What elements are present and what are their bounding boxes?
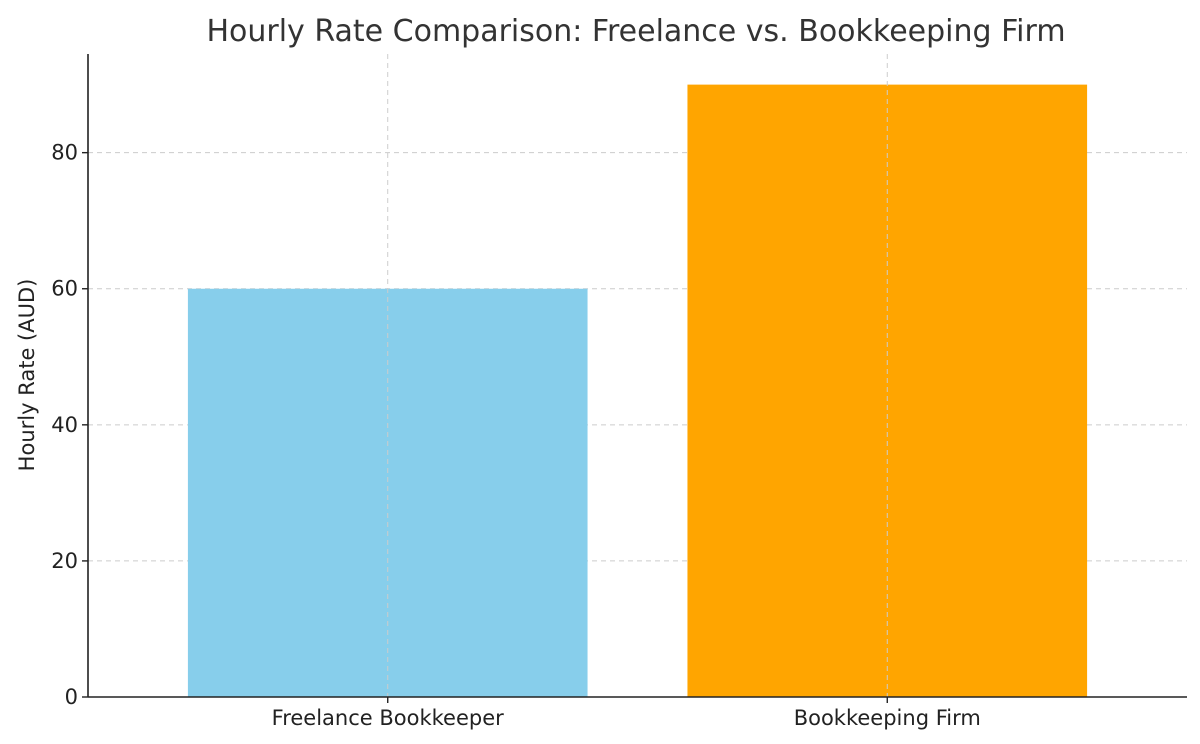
bars <box>187 84 1088 698</box>
y-tick-label: 20 <box>51 549 78 573</box>
x-tick-label: Freelance Bookkeeper <box>272 706 504 730</box>
x-axis-ticks: Freelance Bookkeeper Bookkeeping Firm <box>272 697 981 730</box>
y-axis-ticks: 0 20 40 60 80 <box>51 141 88 709</box>
y-axis-label: Hourly Rate (AUD) <box>15 279 39 472</box>
bar <box>187 288 588 697</box>
y-tick-label: 40 <box>51 413 78 437</box>
y-tick-label: 80 <box>51 141 78 165</box>
y-tick-label: 60 <box>51 277 78 301</box>
chart-title: Hourly Rate Comparison: Freelance vs. Bo… <box>206 14 1065 49</box>
x-tick-label: Bookkeeping Firm <box>794 706 981 730</box>
vertical-grid-lines <box>387 54 888 697</box>
y-tick-label: 0 <box>65 685 78 709</box>
